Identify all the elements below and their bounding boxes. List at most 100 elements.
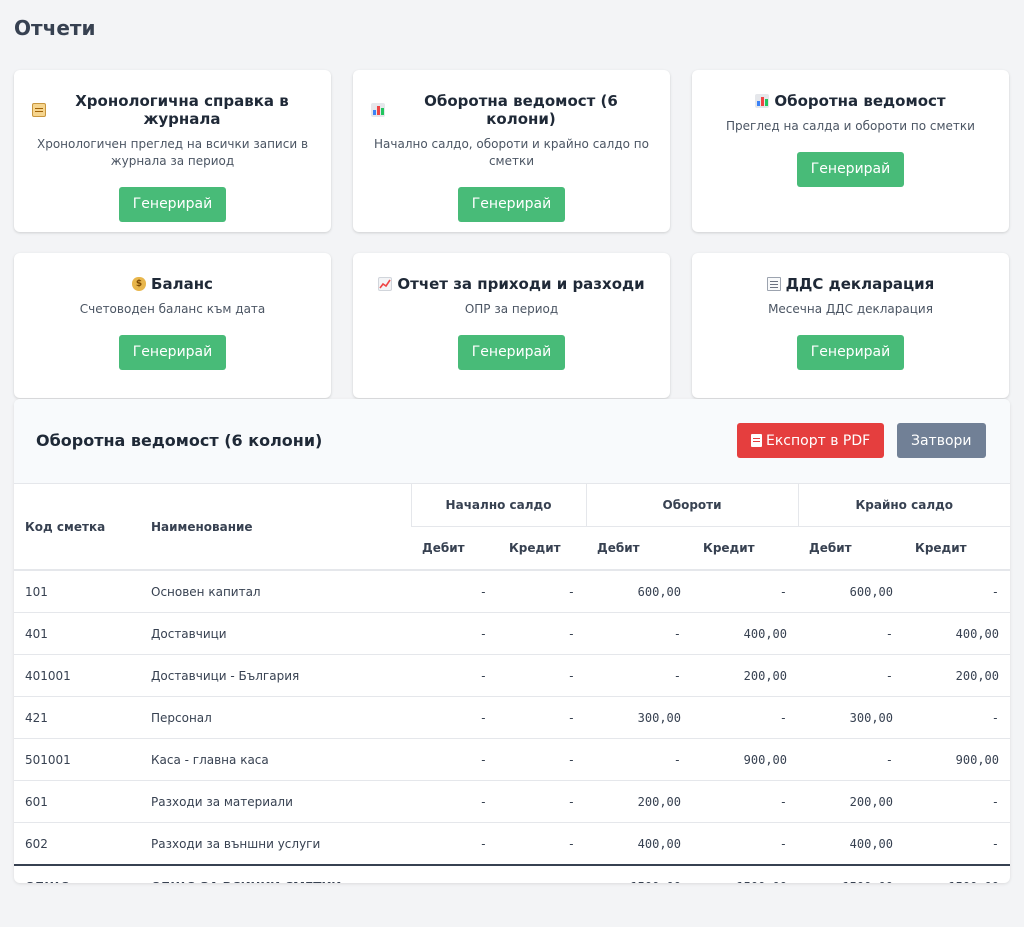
generate-button[interactable]: Генерирай — [796, 152, 905, 187]
table-row: 101 Основен капитал - - 600,00 - 600,00 … — [14, 570, 1010, 613]
generate-button[interactable]: Генерирай — [457, 335, 566, 370]
table-row: 401 Доставчици - - - 400,00 - 400,00 — [14, 612, 1010, 655]
account-code: 501001 — [14, 738, 140, 781]
col-closing-debit: Дебит — [798, 526, 905, 571]
opening-credit: - — [498, 738, 587, 781]
generate-button[interactable]: Генерирай — [118, 187, 227, 222]
closing-credit: - — [904, 780, 1010, 823]
total-opening-debit: - — [411, 864, 498, 883]
turnover-debit: - — [586, 612, 693, 655]
account-code: 101 — [14, 570, 140, 613]
account-name: Разходи за материали — [140, 780, 411, 823]
account-code: 401 — [14, 612, 140, 655]
card-description: Преглед на салда и обороти по сметки — [726, 119, 975, 133]
table-row: 501001 Каса - главна каса - - - 900,00 -… — [14, 738, 1010, 781]
turnover-debit: 400,00 — [586, 822, 693, 866]
card-title: Отчет за приходи и разходи — [397, 275, 645, 293]
turnover-credit: - — [692, 570, 799, 613]
document-icon — [751, 434, 762, 447]
card-description: ОПР за период — [464, 302, 559, 316]
card-journal-chronological: Хронологична справка в журнала Хронологи… — [14, 70, 331, 232]
card-description: Месечна ДДС декларация — [768, 302, 933, 316]
card-balance: Баланс Счетоводен баланс към дата Генери… — [14, 253, 331, 398]
opening-credit: - — [498, 822, 587, 866]
account-name: Каса - главна каса — [140, 738, 411, 781]
table-row: 421 Персонал - - 300,00 - 300,00 - — [14, 696, 1010, 739]
opening-credit: - — [498, 570, 587, 613]
turnover-credit: 200,00 — [692, 654, 799, 697]
opening-credit: - — [498, 696, 587, 739]
card-income-statement: Отчет за приходи и разходи ОПР за период… — [353, 253, 670, 398]
card-description: Начално салдо, обороти и крайно салдо по… — [374, 137, 649, 168]
bar-chart-icon — [371, 103, 385, 117]
closing-credit: - — [904, 570, 1010, 613]
account-name: Персонал — [140, 696, 411, 739]
money-bag-icon — [132, 277, 147, 291]
col-closing-credit: Кредит — [904, 526, 1010, 571]
col-turnover-credit: Кредит — [692, 526, 799, 571]
table-row: 601 Разходи за материали - - 200,00 - 20… — [14, 780, 1010, 823]
card-description: Хронологичен преглед на всички записи в … — [36, 137, 309, 168]
turnover-credit: 900,00 — [692, 738, 799, 781]
report-header: Оборотна ведомост (6 колони) Експорт в P… — [14, 399, 1010, 483]
card-title: Оборотна ведомост — [774, 92, 946, 110]
turnover-debit: 300,00 — [586, 696, 693, 739]
total-turnover-debit: 1500,00 — [586, 864, 693, 883]
total-closing-credit: 1500,00 — [904, 864, 1010, 883]
close-button[interactable]: Затвори — [897, 423, 986, 458]
account-name: Разходи за външни услуги — [140, 822, 411, 866]
generate-button[interactable]: Генерирай — [118, 335, 227, 370]
card-title: ДДС декларация — [785, 275, 935, 293]
export-pdf-button[interactable]: Експорт в PDF — [737, 423, 885, 458]
account-name: Основен капитал — [140, 570, 411, 613]
opening-debit: - — [411, 570, 498, 613]
account-name: Доставчици - България — [140, 654, 411, 697]
total-name: ОБЩО ЗА ВСИЧКИ СМЕТКИ — [140, 864, 411, 883]
col-group-opening: Начално салдо — [410, 483, 587, 527]
generate-button[interactable]: Генерирай — [457, 187, 566, 222]
total-code: ОБЩО — [14, 864, 140, 883]
closing-credit: - — [904, 696, 1010, 739]
turnover-table: Код сметка Наименование Начално салдо Об… — [14, 483, 1010, 883]
col-opening-credit: Кредит — [498, 526, 587, 571]
col-opening-debit: Дебит — [411, 526, 498, 571]
generate-button[interactable]: Генерирай — [796, 335, 905, 370]
col-account-code: Код сметка — [14, 483, 140, 571]
table-row: 602 Разходи за външни услуги - - 400,00 … — [14, 822, 1010, 866]
card-vat-declaration: ДДС декларация Месечна ДДС декларация Ге… — [692, 253, 1009, 398]
col-turnover-debit: Дебит — [586, 526, 693, 571]
opening-credit: - — [498, 612, 587, 655]
col-group-closing: Крайно салдо — [797, 483, 1010, 527]
card-title: Оборотна ведомост (6 колони) — [424, 92, 618, 128]
turnover-debit: 600,00 — [586, 570, 693, 613]
turnover-credit: 400,00 — [692, 612, 799, 655]
receipt-icon — [766, 277, 781, 291]
bar-chart-icon — [755, 94, 770, 108]
turnover-debit: - — [586, 738, 693, 781]
col-account-name: Наименование — [140, 483, 411, 571]
table-row: 401001 Доставчици - България - - - 200,0… — [14, 654, 1010, 697]
opening-debit: - — [411, 738, 498, 781]
closing-credit: 900,00 — [904, 738, 1010, 781]
opening-debit: - — [411, 612, 498, 655]
opening-debit: - — [411, 780, 498, 823]
closing-debit: - — [798, 612, 905, 655]
turnover-debit: - — [586, 654, 693, 697]
closing-debit: 400,00 — [798, 822, 905, 866]
card-title: Хронологична справка в журнала — [75, 92, 289, 128]
opening-credit: - — [498, 654, 587, 697]
total-turnover-credit: 1500,00 — [692, 864, 799, 883]
card-description: Счетоводен баланс към дата — [79, 302, 266, 316]
card-turnover: Оборотна ведомост Преглед на салда и обо… — [692, 70, 1009, 232]
closing-debit: - — [798, 738, 905, 781]
turnover-credit: - — [692, 780, 799, 823]
total-opening-credit: - — [498, 864, 587, 883]
card-turnover-6col: Оборотна ведомост (6 колони) Начално сал… — [353, 70, 670, 232]
account-code: 401001 — [14, 654, 140, 697]
closing-debit: 300,00 — [798, 696, 905, 739]
opening-debit: - — [411, 696, 498, 739]
opening-credit: - — [498, 780, 587, 823]
report-panel: Оборотна ведомост (6 колони) Експорт в P… — [14, 399, 1010, 883]
scroll-icon — [32, 103, 46, 117]
